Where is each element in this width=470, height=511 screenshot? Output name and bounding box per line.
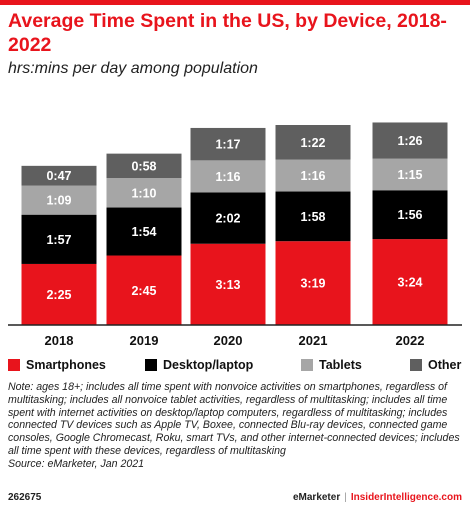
bar-segment-tablets-2020	[190, 160, 266, 193]
legend-label-other: Other	[428, 358, 462, 372]
legend-label-desktop-laptop: Desktop/laptop	[163, 358, 254, 372]
x-tick-label-2019: 2019	[130, 333, 159, 348]
legend-item-other: Other	[410, 357, 461, 373]
bar-segment-other-2018	[21, 165, 97, 186]
data-label-other-2021: 1:22	[300, 136, 325, 150]
data-label-desktop-laptop-2022: 1:56	[397, 208, 422, 222]
legend-swatch-other	[410, 359, 422, 371]
bar-segment-tablets-2018	[21, 185, 97, 215]
legend-item-desktop-laptop: Desktop/laptop	[145, 357, 253, 373]
bar-segment-desktop-laptop-2022	[372, 190, 448, 240]
note-text: Note: ages 18+; includes all time spent …	[8, 381, 460, 457]
legend-label-tablets: Tablets	[319, 358, 362, 372]
data-label-desktop-laptop-2020: 2:02	[215, 212, 240, 226]
bar-segment-desktop-laptop-2019	[106, 207, 182, 256]
data-label-smartphones-2019: 2:45	[131, 284, 156, 298]
x-tick-label-2022: 2022	[396, 333, 425, 348]
bar-segment-other-2022	[372, 122, 448, 159]
legend-item-smartphones: Smartphones	[8, 357, 106, 373]
legend-swatch-tablets	[301, 359, 313, 371]
legend-swatch-desktop-laptop	[145, 359, 157, 371]
chart-legend: Smartphones Desktop/laptop Tablets Other	[8, 357, 470, 373]
data-label-desktop-laptop-2018: 1:57	[46, 233, 71, 247]
data-label-desktop-laptop-2021: 1:58	[300, 210, 325, 224]
data-label-other-2020: 1:17	[215, 138, 240, 152]
top-accent-bar	[0, 0, 470, 5]
bar-segment-smartphones-2019	[106, 255, 182, 325]
data-label-tablets-2020: 1:16	[215, 170, 240, 184]
chart-id: 262675	[8, 492, 42, 503]
legend-swatch-smartphones	[8, 359, 20, 371]
brand-separator: |	[344, 492, 347, 503]
brand-insider-intelligence-link[interactable]: InsiderIntelligence.com	[350, 492, 462, 503]
data-label-tablets-2018: 1:09	[46, 194, 71, 208]
data-label-smartphones-2022: 3:24	[397, 276, 422, 290]
data-label-other-2019: 0:58	[131, 159, 156, 173]
chart-title: Average Time Spent in the US, by Device,…	[8, 10, 447, 56]
bar-segment-other-2020	[190, 127, 266, 161]
bar-segment-smartphones-2021	[275, 241, 351, 325]
x-tick-label-2018: 2018	[45, 333, 74, 348]
brand-emarketer: eMarketer	[292, 492, 341, 503]
source-text: Source: eMarketer, Jan 2021	[8, 457, 145, 470]
data-label-desktop-laptop-2019: 1:54	[131, 225, 156, 239]
bar-segment-smartphones-2022	[372, 239, 448, 325]
legend-label-smartphones: Smartphones	[26, 358, 106, 372]
x-tick-label-2020: 2020	[214, 333, 243, 348]
stacked-bar-chart: 2:25 1:57 1:09 0:47 2018 2:45 1:54 1:10 0:58 2019…	[8, 122, 462, 348]
bar-segment-smartphones-2020	[190, 243, 266, 325]
x-tick-label-2021: 2021	[299, 333, 328, 348]
bar-segment-tablets-2022	[372, 158, 448, 191]
data-label-smartphones-2021: 3:19	[300, 277, 325, 291]
bar-segment-tablets-2019	[106, 178, 182, 208]
data-label-other-2022: 1:26	[397, 134, 422, 148]
data-label-tablets-2019: 1:10	[131, 186, 156, 200]
bar-segment-other-2019	[106, 153, 182, 179]
chart-subtitle: hrs:mins per day among population	[8, 60, 258, 77]
bar-segment-desktop-laptop-2021	[275, 191, 351, 242]
bar-segment-desktop-laptop-2018	[21, 214, 97, 264]
data-label-tablets-2021: 1:16	[300, 169, 325, 183]
bar-segment-other-2021	[275, 125, 351, 160]
data-label-smartphones-2018: 2:25	[46, 288, 71, 302]
data-label-smartphones-2020: 3:13	[215, 278, 240, 292]
data-label-other-2018: 0:47	[46, 169, 71, 183]
bar-segment-smartphones-2018	[21, 263, 97, 325]
footer-brand: eMarketer | InsiderIntelligence.com	[293, 492, 462, 503]
legend-item-tablets: Tablets	[301, 357, 362, 373]
data-label-tablets-2022: 1:15	[397, 168, 422, 182]
bar-segment-desktop-laptop-2020	[190, 192, 266, 244]
chart-note: Note: ages 18+; includes all time spent …	[8, 381, 464, 471]
bar-segment-tablets-2021	[275, 159, 351, 192]
